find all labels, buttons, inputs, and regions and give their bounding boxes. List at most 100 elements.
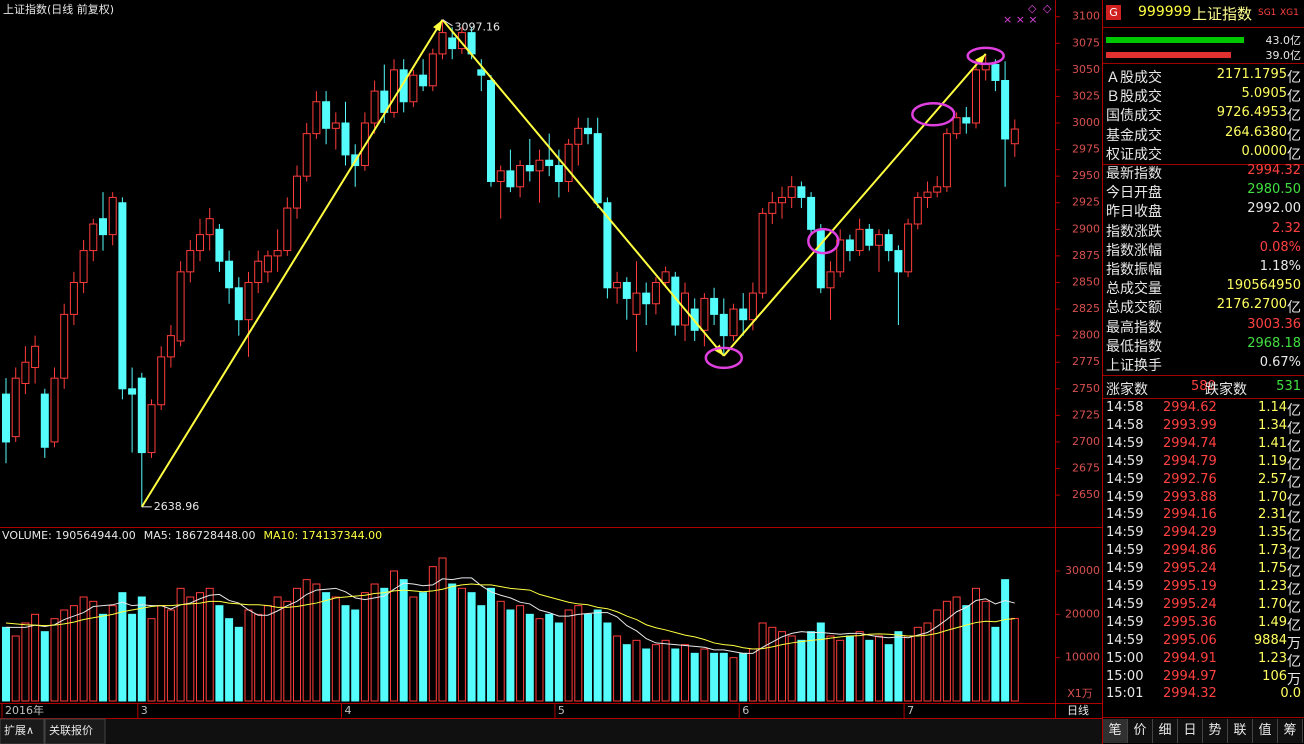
candle-body: [21, 361, 30, 384]
candle-body: [11, 377, 20, 438]
footer-tab[interactable]: [44, 718, 106, 744]
row-unit: 亿: [1287, 70, 1301, 86]
chart: 上证指数(日线 前复权) ◇ ◇ × × × 2650 2675 2700 2725 2…: [0, 0, 1103, 744]
candle-body: [176, 271, 185, 342]
footer-tab-label[interactable]: 关联报价: [49, 723, 93, 737]
row-label: 最低指数: [1106, 338, 1162, 355]
footer-tab[interactable]: [0, 718, 45, 744]
code: 999999: [1138, 4, 1192, 20]
footer-tab-label[interactable]: 扩展∧: [4, 723, 34, 737]
y-tick-label: 2975: [1072, 143, 1100, 156]
trade-price: 2994.79: [1163, 453, 1217, 469]
row-value: 5.0905: [1241, 86, 1288, 102]
row-label: 基金成交: [1106, 127, 1162, 144]
volume-bar: [923, 622, 932, 702]
sep: [1103, 63, 1304, 64]
panel-tab[interactable]: 笔: [1103, 719, 1128, 743]
candle-body: [904, 223, 913, 273]
volume-bar: [147, 618, 156, 702]
y-tick-label: 2875: [1072, 249, 1100, 262]
volume-bar: [157, 605, 166, 702]
period-label: 日线: [1067, 703, 1089, 717]
candle-body: [758, 212, 767, 294]
candle-body: [748, 292, 757, 321]
volume-bar: [574, 605, 583, 702]
volume-bar: [758, 622, 767, 702]
y-tick-label: 2675: [1072, 462, 1100, 475]
volume-bar: [690, 652, 699, 702]
candle-body: [845, 239, 854, 252]
panel-tab[interactable]: 联: [1228, 719, 1253, 743]
volume-bar: [137, 596, 146, 702]
annotation: 2638.96: [154, 500, 200, 513]
trade-volume: 2.57: [1258, 471, 1287, 487]
candle-body: [108, 196, 117, 236]
sep: [1103, 375, 1304, 376]
volume-bar: [981, 600, 990, 702]
volume-bar: [991, 626, 1000, 702]
y-tick-label: 2850: [1072, 275, 1100, 288]
volume-bar: [331, 596, 340, 702]
x-tick-label: 5: [558, 704, 565, 717]
row-label: 国债成交: [1106, 108, 1162, 125]
candle-body: [545, 159, 554, 167]
panel-tab[interactable]: 细: [1153, 719, 1178, 743]
breadth-value: 531: [1276, 379, 1301, 394]
trade-time: 14:59: [1106, 579, 1144, 594]
trade-price: 2995.36: [1163, 614, 1217, 630]
panel-tab[interactable]: 值: [1253, 719, 1278, 743]
tag: XG1: [1280, 8, 1299, 18]
volume-bar: [428, 566, 437, 702]
volume-bar: [826, 635, 835, 702]
volume-bar: [962, 605, 971, 702]
trade-volume: 1.14: [1258, 400, 1287, 415]
row-unit: 亿: [1287, 146, 1301, 163]
candle-body: [2, 393, 10, 443]
row-label: 指数振幅: [1106, 262, 1162, 278]
y-tick-label: 2925: [1072, 196, 1100, 209]
candle-body: [584, 127, 592, 135]
candle-body: [1001, 79, 1010, 140]
y-tick-label: 2775: [1072, 355, 1100, 368]
marker-icons: × × ×: [1003, 13, 1038, 26]
row-value: 0.0000: [1241, 143, 1288, 159]
trade-volume: 1.75: [1258, 561, 1287, 577]
volume-bar: [438, 557, 447, 702]
volume-bar: [166, 609, 175, 702]
candle-body: [564, 143, 573, 182]
trade-time: 14:59: [1106, 435, 1144, 451]
highlight-ring: [911, 102, 956, 127]
volume-bar: [613, 635, 622, 702]
volume-bar: [360, 592, 369, 702]
panel-tab[interactable]: 势: [1203, 719, 1228, 743]
volume-bar: [176, 587, 185, 702]
panel-tab[interactable]: 价: [1128, 719, 1153, 743]
candle-body: [487, 79, 495, 182]
volume-bar: [671, 648, 680, 702]
trend-arrow: [140, 19, 444, 508]
row-value: 9726.4953: [1216, 105, 1287, 121]
candle-body: [506, 170, 515, 188]
volume-bar: [419, 592, 428, 702]
row-unit: 亿: [1287, 127, 1301, 144]
volume-header: MA10: 174137344.00: [263, 529, 382, 542]
trade-unit: 亿: [1287, 653, 1301, 670]
panel-tab[interactable]: 日: [1178, 719, 1203, 743]
trade-price: 2995.06: [1163, 632, 1217, 648]
icon: ◇: [1028, 2, 1037, 15]
candle-body: [554, 165, 563, 182]
y-tick-label: 2725: [1072, 408, 1100, 421]
candle-body: [651, 281, 660, 305]
candle-body: [390, 69, 398, 113]
trade-price: 2995.24: [1163, 561, 1217, 577]
panel-tab[interactable]: 筹: [1278, 719, 1303, 743]
y-tick-label: 3000: [1072, 116, 1100, 129]
y-tick-label: 3025: [1072, 89, 1100, 102]
candle-body: [991, 64, 1000, 81]
candle-body: [574, 127, 583, 145]
trade-time: 14:58: [1106, 417, 1144, 433]
volume-bar: [807, 631, 816, 702]
annotation-leader: [442, 19, 453, 27]
trade-price: 2994.97: [1163, 668, 1217, 684]
trade-time: 14:59: [1106, 525, 1144, 541]
